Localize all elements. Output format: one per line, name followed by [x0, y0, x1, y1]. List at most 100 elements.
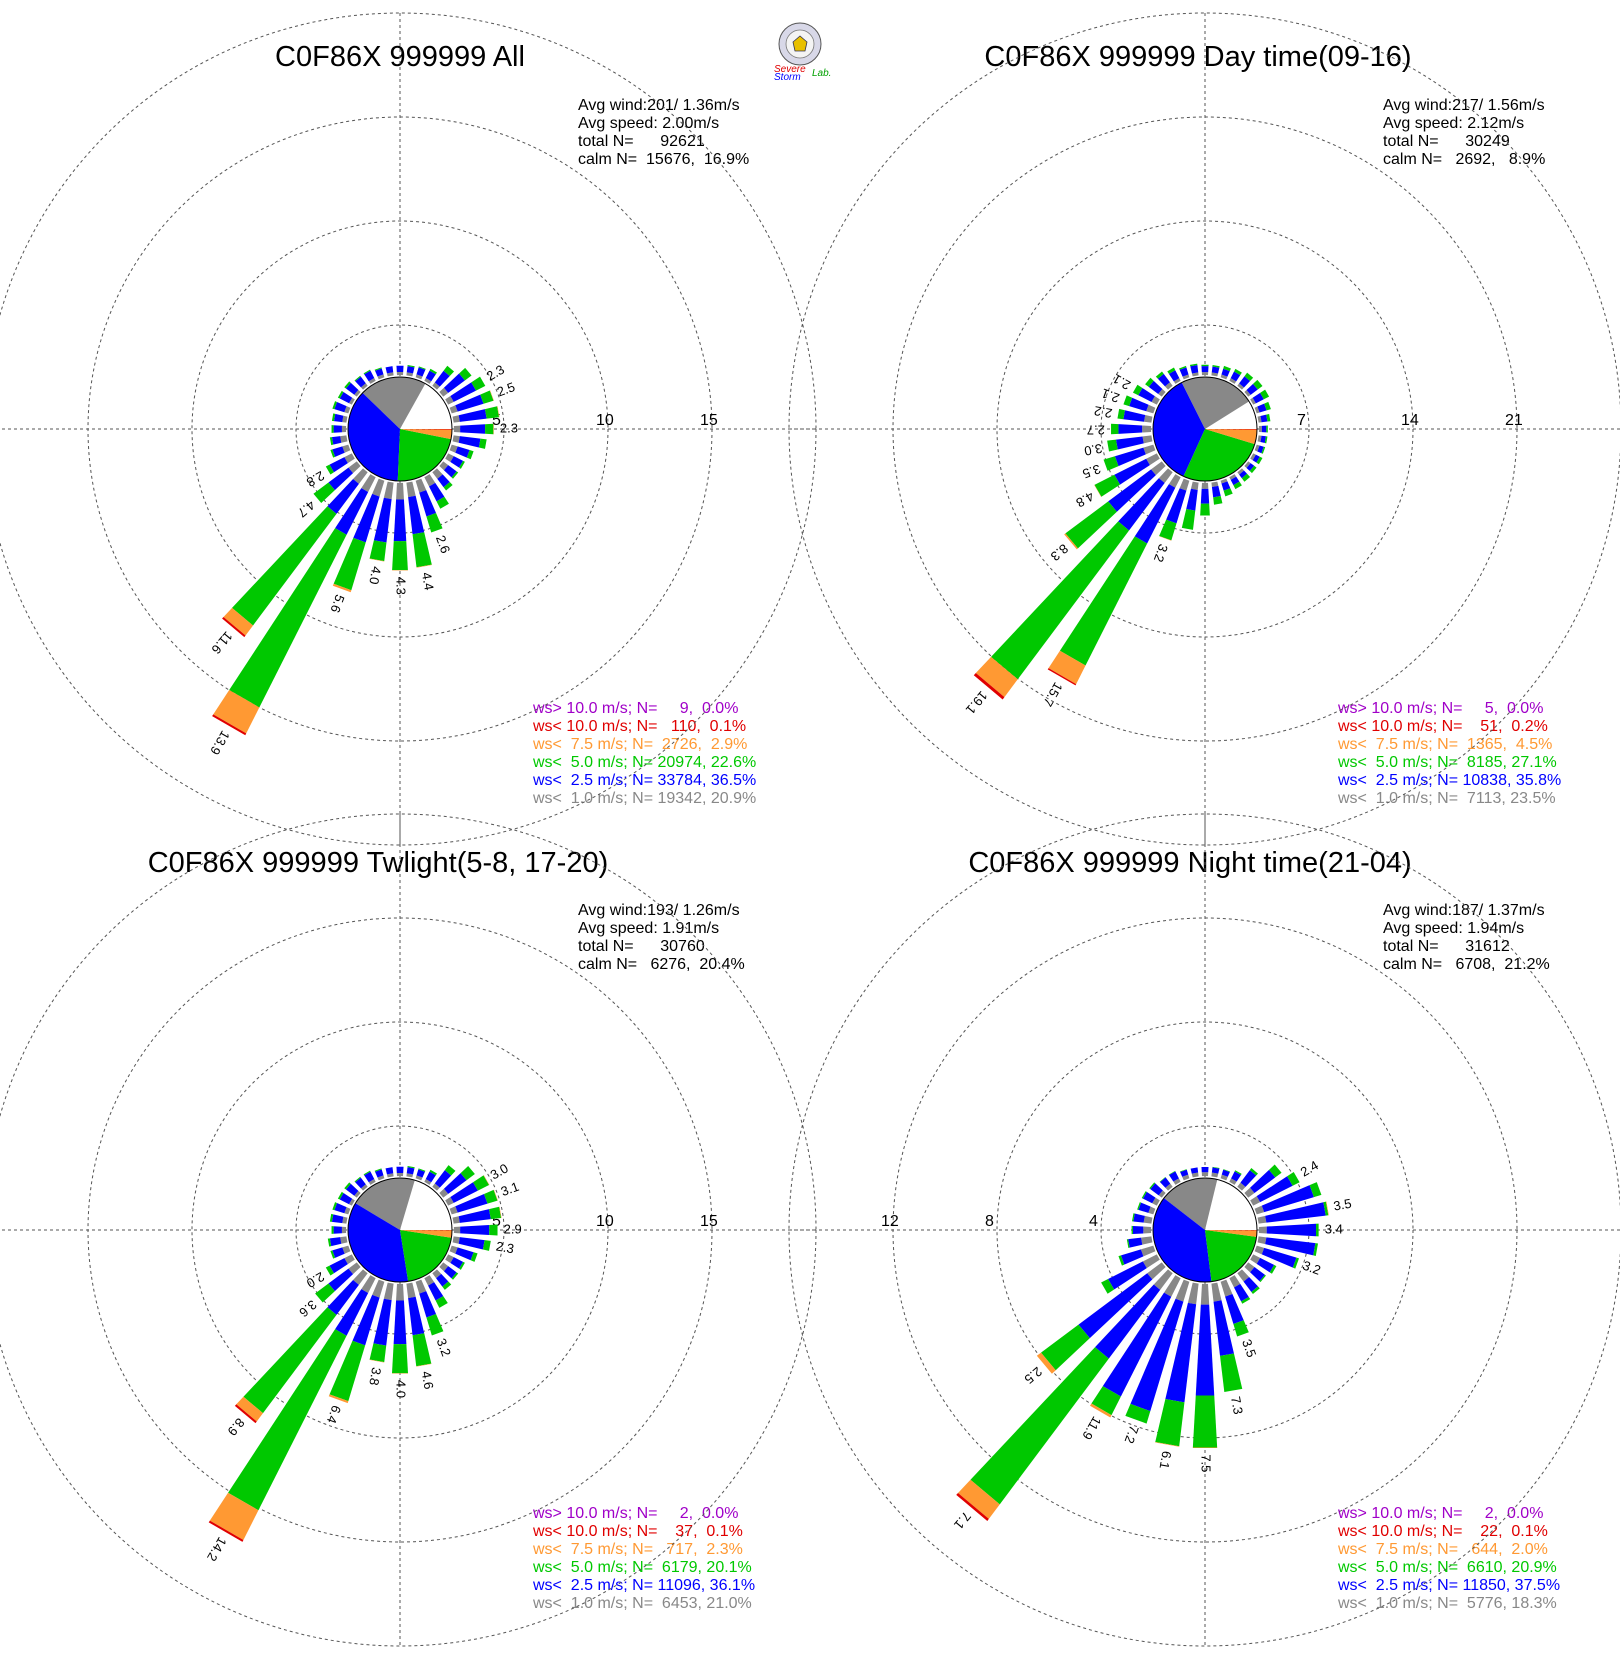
bar-segment-120-lt2_5 — [1256, 1257, 1275, 1273]
bar-segment-240-lt1 — [1142, 1254, 1160, 1269]
bar-segment-300-lt5 — [337, 1191, 344, 1200]
bar-label-190: 6.1 — [1157, 1450, 1175, 1470]
bar-segment-220-lt7_5 — [236, 1396, 263, 1422]
legend-entry-lt7-5: ws< 7.5 m/s; N= 2726, 2.9% — [532, 736, 747, 753]
bar-segment-210-lt2_5 — [1134, 484, 1176, 544]
bar-segment-320-lt2_5 — [355, 1177, 366, 1189]
bar-segment-300-lt5 — [1141, 1191, 1147, 1199]
ring-label: 10 — [596, 1213, 614, 1230]
bar-segment-220-lt1 — [353, 468, 368, 484]
bar-segment-160-lt1 — [415, 1279, 427, 1294]
bar-segment-100-lt2_5 — [1265, 1237, 1316, 1256]
bar-segment-320-lt2_5 — [1160, 1177, 1171, 1188]
bar-segment-80-lt7_5 — [499, 1206, 502, 1218]
bar-segment-160-lt1 — [1220, 478, 1228, 484]
stat-total-n: total N= 92621 — [578, 133, 705, 150]
bar-segment-170-lt1 — [1211, 1282, 1222, 1302]
bar-segment-140-lt1 — [1237, 468, 1244, 475]
bar-label-180: 7.5 — [1199, 1454, 1214, 1472]
bar-segment-110-lt5 — [1292, 1257, 1300, 1269]
stats-block: Avg wind:217/ 1.56m/s Avg speed: 2.12m/s… — [1383, 97, 1545, 168]
legend-entry-lt10: ws< 10.0 m/s; N= 37, 0.1% — [532, 1523, 743, 1540]
bar-segment-130-lt1 — [1244, 1262, 1255, 1273]
bar-segment-40-lt1 — [432, 1183, 440, 1191]
pie-slice-lt5 — [400, 1230, 452, 1282]
bar-segment-20-lt5 — [418, 1168, 426, 1172]
bar-segment-300-lt1 — [349, 1198, 355, 1206]
bar-segment-310-lt1 — [354, 389, 361, 397]
bar-label-180: 4.0 — [394, 1380, 409, 1398]
bar-segment-90-lt5 — [1316, 1223, 1319, 1237]
bar-label-160: 3.2 — [434, 1336, 454, 1358]
bar-segment-110-lt5 — [1261, 446, 1266, 454]
bar-segment-150-lt1 — [424, 474, 436, 487]
bar-segment-150-lt2_5 — [1234, 1283, 1249, 1302]
bar-segment-230-lt1 — [1147, 1262, 1166, 1280]
bar-segment-170-lt5 — [1220, 1353, 1243, 1393]
bar-segment-330-lt5 — [363, 369, 371, 375]
bar-segment-30-lt2_5 — [1231, 1171, 1241, 1182]
bar-segment-180-lt5 — [392, 541, 408, 571]
bar-segment-190-lt2_5 — [373, 1298, 392, 1346]
windrose-panel-day: C0F86X 999999 Day time(09-16) Avg wind:2… — [788, 12, 1620, 846]
bar-segment-260-lt1 — [1141, 1236, 1153, 1245]
bar-segment-100-lt1 — [1257, 435, 1262, 443]
bar-segment-100-lt1 — [452, 435, 460, 443]
bar-segment-90-lt2_5 — [1261, 425, 1267, 433]
legend-entry-lt5: ws< 5.0 m/s; N= 6179, 20.1% — [532, 1559, 752, 1576]
bar-segment-160-lt2_5 — [419, 490, 437, 517]
bar-segment-0-lt5 — [1201, 364, 1209, 367]
pie-outline — [347, 376, 453, 482]
bar-segment-230-lt5 — [1041, 1324, 1090, 1371]
bar-segment-50-lt5 — [459, 367, 472, 381]
bar-segment-250-lt1 — [1140, 1245, 1156, 1257]
bar-segment-200-lt2_5 — [353, 493, 380, 543]
bar-segment-290-lt2_5 — [1138, 1202, 1151, 1213]
bar-segment-260-lt1 — [340, 435, 348, 443]
calm-pie — [1152, 1177, 1258, 1283]
bar-segment-210-lt5 — [1059, 536, 1148, 666]
pie-slice-calm — [1205, 1179, 1257, 1230]
bar-segment-120-lt5 — [1256, 456, 1263, 465]
bar-segment-40-lt5 — [444, 1165, 456, 1176]
bar-segment-250-lt5 — [1103, 456, 1119, 471]
bar-segment-170-lt7_5 — [416, 1363, 432, 1367]
bar-segment-180-lt1 — [396, 1283, 404, 1301]
bar-segment-320-lt1 — [1164, 382, 1173, 390]
bar-segment-10-lt1 — [406, 372, 414, 377]
ring-label: 14 — [1401, 412, 1419, 429]
bar-segment-70-lt5 — [1309, 1182, 1322, 1198]
bar-segment-110-lt1 — [1254, 1245, 1265, 1255]
bar-segment-80-lt1 — [1257, 1215, 1267, 1224]
bar-label-230: 3.6 — [296, 1297, 319, 1320]
bar-segment-350-lt2_5 — [1190, 1167, 1199, 1174]
bar-label-220: 19.1 — [963, 688, 991, 717]
bar-segment-180-lt2_5 — [1200, 488, 1210, 504]
bar-segment-20-lt2_5 — [416, 1169, 425, 1178]
legend: ws> 10.0 m/s; N= 5, 0.0% ws< 10.0 m/s; N… — [1337, 700, 1561, 807]
bars — [208, 1165, 502, 1542]
bar-segment-290-lt5 — [1137, 1202, 1142, 1210]
bar-label-230: 8.3 — [1048, 541, 1071, 564]
stat-total-n: total N= 30249 — [1383, 133, 1510, 150]
bar-segment-110-lt5 — [470, 1252, 478, 1262]
bar-label-60: 2.4 — [1298, 1158, 1321, 1180]
bar-segment-120-lt2_5 — [450, 1257, 464, 1269]
bar-label-60: 3.0 — [488, 1160, 511, 1182]
pie-slice-lt1 — [1163, 1177, 1218, 1230]
bar-segment-70-lt2_5 — [455, 394, 484, 412]
pie-slice-lt2_5 — [1153, 382, 1205, 477]
legend: ws> 10.0 m/s; N= 2, 0.0% ws< 10.0 m/s; N… — [1337, 1505, 1560, 1612]
bar-segment-20-lt1 — [415, 1175, 423, 1181]
bar-segment-280-lt1 — [1144, 414, 1153, 423]
bar-segment-230-lt2_5 — [328, 467, 354, 491]
legend-entry-lt5: ws< 5.0 m/s; N= 20974, 22.6% — [532, 754, 756, 771]
bar-segment-90-lt2_5 — [460, 1225, 490, 1235]
bar-segment-30-lt1 — [424, 1179, 432, 1185]
bar-segment-240-lt5 — [1101, 1278, 1115, 1294]
bar-segment-310-lt2_5 — [345, 382, 359, 395]
bar-segment-30-lt1 — [1229, 1178, 1237, 1185]
bar-segment-30-lt2_5 — [1230, 371, 1241, 382]
bar-segment-210-lt2_5 — [335, 488, 369, 535]
bar-segment-150-lt1 — [1229, 1275, 1241, 1288]
